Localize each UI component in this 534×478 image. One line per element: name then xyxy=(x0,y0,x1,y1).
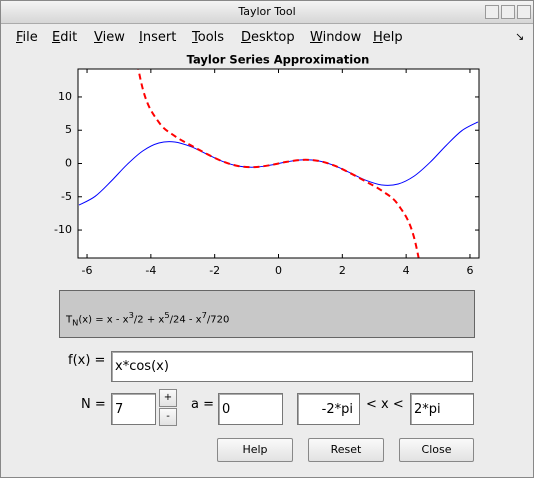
menu-item[interactable]: Help xyxy=(373,30,403,45)
window-title: Taylor Tool xyxy=(238,5,296,18)
formula-part: /720 xyxy=(206,314,230,326)
x-tick-label: 0 xyxy=(275,264,282,277)
formula-part: N xyxy=(72,317,79,328)
formula-part: /2 + x xyxy=(133,314,165,326)
menu-item[interactable]: View xyxy=(94,30,125,45)
formula-part: 5 xyxy=(164,310,170,320)
x-max-input[interactable]: 2*pi xyxy=(410,393,474,425)
a-label: a = xyxy=(191,397,214,412)
menu-item[interactable]: Insert xyxy=(139,30,177,45)
x-tick-label: 4 xyxy=(403,264,410,277)
minimize-button[interactable] xyxy=(485,5,499,19)
n-input[interactable]: 7 xyxy=(111,393,156,425)
help-button[interactable]: Help xyxy=(217,438,293,462)
menu-bar: File Edit View Insert Tools Desktop Window Help xyxy=(1,28,533,48)
menu-item[interactable]: Tools xyxy=(192,30,225,45)
n-decrease[interactable]: - xyxy=(159,408,177,426)
formula-part: T xyxy=(66,314,73,326)
x-min-input[interactable]: -2*pi xyxy=(297,393,360,425)
x-tick-label: -6 xyxy=(82,264,93,277)
formula-part: 3 xyxy=(128,310,134,320)
dock-arrow[interactable]: ↘ xyxy=(515,30,525,43)
x-tick-label: 6 xyxy=(466,264,473,277)
x-tick-label: -4 xyxy=(145,264,156,277)
formula-part: /24 - x xyxy=(169,314,202,326)
range-separator: < x < xyxy=(366,397,404,412)
formula-part: (x) = x - x xyxy=(78,314,129,326)
series-line xyxy=(137,69,420,258)
x-tick-label: -2 xyxy=(209,264,220,277)
close-button[interactable]: Close xyxy=(399,438,474,462)
n-label: N = xyxy=(81,397,106,412)
y-tick-label: -5 xyxy=(61,190,72,203)
y-tick-label: 0 xyxy=(65,157,72,170)
n-increase[interactable]: + xyxy=(159,389,177,407)
menu-item[interactable]: Window xyxy=(310,30,362,45)
close-window-button[interactable] xyxy=(517,5,531,19)
menu-item[interactable]: Edit xyxy=(52,30,78,45)
y-tick-label: 5 xyxy=(65,123,72,136)
fx-label: f(x) = xyxy=(68,353,106,368)
formula-part: 7 xyxy=(201,310,207,320)
maximize-button[interactable] xyxy=(501,5,515,19)
menu-item[interactable]: Desktop xyxy=(241,30,295,45)
y-tick-label: -10 xyxy=(54,223,72,236)
formula-box: TN(x) = x - x3/2 + x5/24 - x7/720 xyxy=(59,290,475,338)
fx-input[interactable]: x*cos(x) xyxy=(111,351,473,382)
reset-button[interactable]: Reset xyxy=(308,438,384,462)
y-tick-label: 10 xyxy=(58,90,72,103)
x-tick-label: 2 xyxy=(339,264,346,277)
axes-box xyxy=(77,68,480,259)
chart: Taylor Series Approximation -6 -4 -2 0 2 4 6 -1… xyxy=(54,53,480,277)
title-bar: Taylor Tool xyxy=(1,1,533,24)
a-input[interactable]: 0 xyxy=(218,393,283,425)
chart-title: Taylor Series Approximation xyxy=(187,53,370,67)
menu-item[interactable]: File xyxy=(16,30,38,45)
